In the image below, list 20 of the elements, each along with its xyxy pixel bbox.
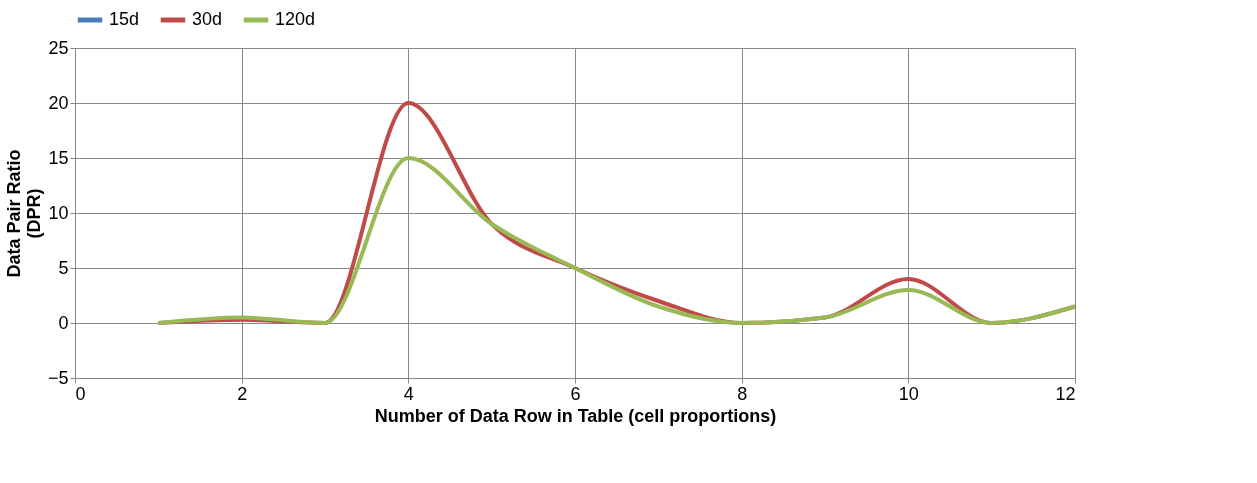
y-tick-label: 20 xyxy=(48,92,69,113)
y-tick-label: 5 xyxy=(58,257,69,278)
legend-label: 15d xyxy=(109,9,140,29)
y-tick-label: 15 xyxy=(48,147,69,168)
y-axis-title: Data Pair Ratio (DPR) xyxy=(3,149,44,278)
x-tick-label: 2 xyxy=(237,383,248,404)
y-tick-label: 25 xyxy=(48,37,69,58)
line-series xyxy=(156,156,1077,325)
y-tick-label: −5 xyxy=(47,367,69,388)
x-tick-label: 12 xyxy=(1055,383,1076,404)
x-tick-label: 10 xyxy=(898,383,919,404)
y-tick-label: 10 xyxy=(48,202,69,223)
legend-label: 120d xyxy=(275,9,316,29)
x-tick-label: 4 xyxy=(403,383,414,404)
legend-label: 30d xyxy=(192,9,223,29)
x-axis-title: Number of Data Row in Table (cell proportions) xyxy=(374,405,777,426)
y-tick-label: 0 xyxy=(58,312,69,333)
x-tick-label: 8 xyxy=(737,383,748,404)
x-tick-label: 0 xyxy=(75,383,86,404)
x-tick-label: 6 xyxy=(570,383,581,404)
